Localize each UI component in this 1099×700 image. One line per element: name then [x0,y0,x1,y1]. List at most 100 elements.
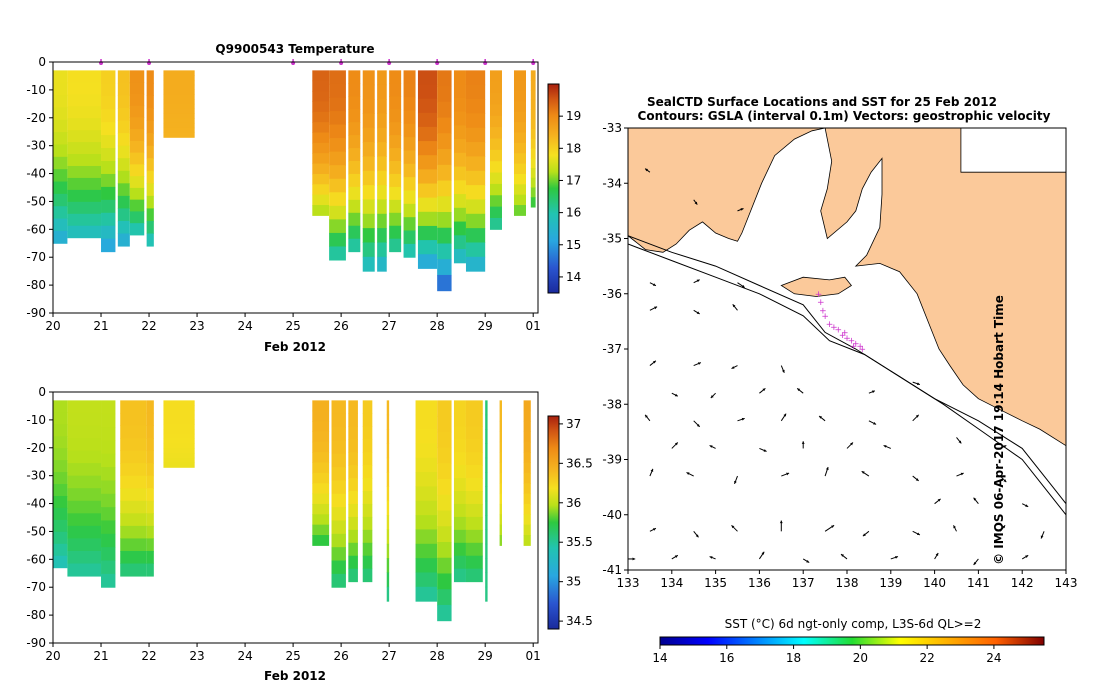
gsla-contour [628,243,1066,516]
velocity-vector [999,525,1006,532]
profile-column [129,70,145,236]
velocity-vector [840,553,848,560]
velocity-vector [693,279,700,284]
profile-cell [523,462,531,474]
velocity-vector [693,362,702,367]
profile-cell [362,400,373,414]
profile-cell [146,220,154,235]
profile-cell [163,429,195,435]
profile-cell [163,99,195,105]
profile-cell [146,183,154,197]
profile-cell [453,426,466,440]
velocity-vector [709,556,716,560]
profile-cell [129,129,145,142]
velocity-vector [710,392,716,399]
profile-cell [362,439,373,453]
profile-cell [312,524,330,536]
temperature-panel: Q9900543 Temperature 20 21 22 23 24 25 26 27 28 2… [26,42,581,354]
profile-cell [67,500,102,514]
profile-cell [389,109,402,123]
salinity-x-ticks: 20 21 22 23 24 25 26 27 28 29 01 [45,643,541,663]
profile-cell [453,125,466,140]
profile-cell [453,413,466,427]
ctd-location: + [819,306,827,316]
profile-cell [312,410,330,422]
gsla-contour [628,235,1066,505]
profile-cell [386,558,390,573]
profile-cell [489,195,502,208]
profile-cell [523,472,531,484]
profile-cell [67,82,102,95]
profile-cell [389,173,402,188]
profile-cell [415,457,438,473]
map-ctd-locations: +++++++++++++++ [815,290,866,355]
temperature-profiles [53,70,536,292]
profile-cell [403,137,416,151]
profile-cell [465,185,486,200]
map-y-tick-label: -41 [602,563,622,577]
profile-cell [417,254,438,269]
profile-cell [67,106,102,119]
velocity-vector [1021,503,1029,508]
profile-cell [386,529,390,545]
ctd-location: + [839,331,847,341]
profile-cell [163,419,195,425]
profile-cell [499,421,502,432]
velocity-vector [649,306,658,311]
profile-cell [146,158,154,172]
velocity-vector [731,524,738,532]
temperature-x-ticks: 20 21 22 23 24 25 26 27 28 29 01 [45,313,541,333]
profile-column [523,400,531,546]
velocity-vector [737,282,745,288]
profile-cell [437,479,452,496]
map-y-ticks: -33 -34 -35 -36 -37 -38 -39 -40 -41 [602,121,628,577]
profile-cell [465,156,486,172]
profile-cell [437,416,452,433]
y-tick-label: -40 [26,167,46,181]
profile-cell [146,233,154,247]
profile-cell [329,151,346,166]
profile-cell [329,192,346,207]
profile-cell [485,558,488,573]
y-tick-label: -90 [26,636,46,650]
profile-cell [53,95,68,108]
profile-cell [485,500,488,516]
profile-cell [67,550,102,565]
profile-cell [67,189,102,203]
profile-cell [530,99,536,110]
profile-cell [67,118,102,131]
y-tick-label: -80 [26,608,46,622]
velocity-vector [796,388,804,394]
velocity-vector [1000,445,1007,449]
profile-cell [129,105,145,118]
velocity-vector [912,475,920,482]
profile-cell [329,205,346,220]
profile-cell [67,165,102,179]
profile-cell [101,225,116,240]
profile-cell [489,217,502,230]
copyright-note: © IMOS 06-Apr-2017 19:14 Hobart Time [992,295,1006,565]
profile-cell [362,568,373,583]
profile-cell [129,164,145,177]
profile-cell [163,424,195,430]
profile-cell [312,70,330,82]
profile-cell [453,491,466,505]
profile-cell [53,484,68,497]
kangaroo-island [780,276,852,297]
profile-cell [530,197,536,208]
profile-cell [386,400,390,416]
profile-cell [465,113,486,129]
profile-cell [489,93,502,105]
profile-cell [417,84,438,100]
profile-cell [389,161,402,175]
profile-cell [117,183,130,197]
profile-cell [513,91,526,102]
profile-cell [312,400,330,412]
profile-column [67,400,102,577]
profile-cell [67,475,102,489]
profile-column [437,400,452,622]
map-x-tick-label: 134 [660,576,683,590]
profile-column [453,70,466,264]
profile-cell [485,414,488,430]
profile-cell [386,472,390,487]
